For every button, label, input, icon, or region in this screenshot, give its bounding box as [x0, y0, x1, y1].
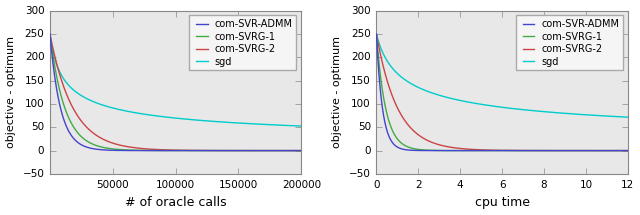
Legend: com-SVR-ADMM, com-SVRG-1, com-SVRG-2, sgd: com-SVR-ADMM, com-SVRG-1, com-SVRG-2, sg…: [189, 15, 296, 71]
X-axis label: cpu time: cpu time: [475, 197, 530, 209]
Legend: com-SVR-ADMM, com-SVRG-1, com-SVRG-2, sgd: com-SVR-ADMM, com-SVRG-1, com-SVRG-2, sg…: [516, 15, 623, 71]
X-axis label: # of oracle calls: # of oracle calls: [125, 197, 227, 209]
Y-axis label: objective - optimum: objective - optimum: [332, 36, 342, 148]
Y-axis label: objective - optimum: objective - optimum: [6, 36, 15, 148]
